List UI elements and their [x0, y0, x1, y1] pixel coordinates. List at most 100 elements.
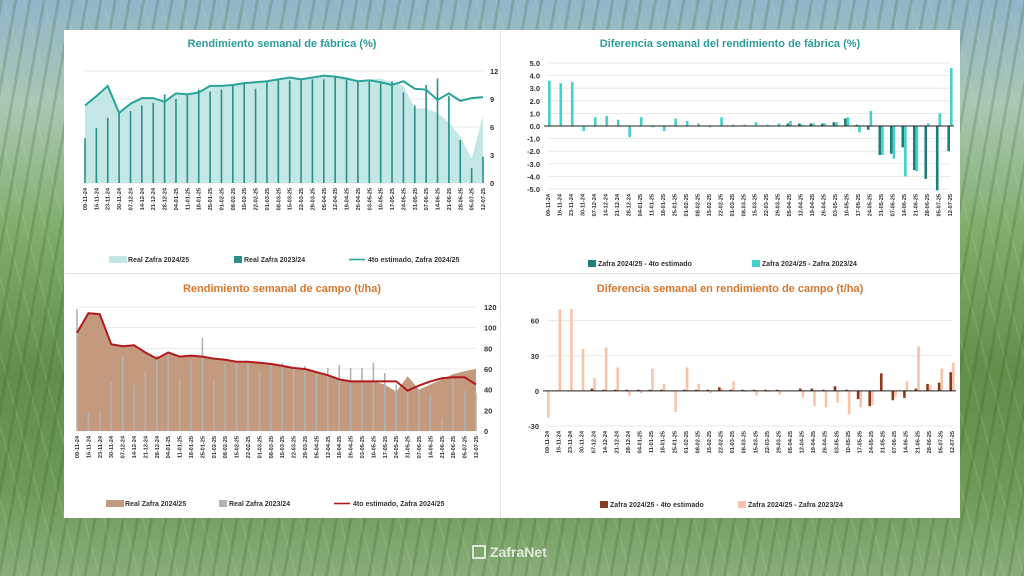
x-tick-label: 21-06-25: [440, 436, 446, 458]
x-tick-label: 01-03-25: [730, 431, 736, 453]
bar: [717, 387, 721, 391]
x-tick-label: 17-05-25: [390, 188, 396, 210]
bar: [832, 122, 836, 126]
x-tick-label: 03-05-25: [367, 188, 373, 210]
bar: [938, 113, 942, 126]
x-tick-label: 22-03-25: [764, 194, 770, 216]
y-tick-label: 6: [490, 123, 494, 132]
x-tick-label: 28-06-25: [458, 188, 464, 210]
bar: [935, 126, 939, 191]
bar: [247, 361, 249, 431]
x-tick-label: 21-12-24: [615, 193, 621, 216]
bar: [338, 364, 340, 431]
y-tick-label: 0: [535, 387, 539, 396]
bar: [859, 390, 863, 408]
x-tick-label: 21-06-25: [914, 194, 920, 216]
bar: [436, 78, 439, 183]
x-tick-label: 30-11-24: [117, 187, 123, 210]
x-tick-label: 22-02-25: [246, 436, 252, 458]
bar: [741, 389, 744, 391]
legend-swatch: [219, 500, 227, 507]
x-tick-label: 03-05-25: [833, 194, 839, 216]
y-tick-label: 1.0: [530, 109, 540, 118]
x-tick-label: 05-04-25: [788, 431, 794, 453]
y-tick-label: -30: [528, 422, 539, 431]
x-tick-label: 19-04-25: [810, 194, 816, 216]
bar: [232, 85, 234, 183]
x-tick-label: 14-06-25: [428, 436, 434, 458]
bar: [867, 126, 870, 130]
y-tick-label: 100: [484, 324, 497, 333]
bar: [190, 360, 192, 431]
x-tick-label: 09-11-24: [75, 435, 81, 458]
bar: [674, 118, 677, 126]
bar: [201, 338, 204, 431]
bar: [186, 94, 189, 183]
legend-swatch: [106, 500, 124, 507]
y-tick-label: 0: [484, 427, 488, 436]
bar: [856, 390, 860, 400]
x-tick-label: 01-03-25: [265, 188, 271, 210]
x-tick-label: 11-01-25: [185, 188, 191, 210]
x-tick-label: 15-02-25: [707, 431, 713, 453]
bar: [590, 388, 594, 391]
bar: [812, 123, 815, 126]
x-tick-label: 04-01-25: [166, 436, 172, 458]
bar: [950, 68, 953, 126]
area-series: [77, 313, 476, 431]
x-tick-label: 04-01-25: [174, 188, 180, 210]
bar: [315, 374, 318, 431]
x-tick-label: 23-11-24: [569, 193, 575, 216]
bar: [604, 347, 608, 391]
x-tick-label: 26-04-25: [823, 431, 829, 453]
x-tick-label: 30-11-24: [109, 435, 115, 458]
x-tick-label: 28-12-24: [155, 435, 161, 458]
x-tick-label: 29-03-25: [303, 436, 309, 458]
y-tick-label: 20: [484, 406, 492, 415]
x-tick-label: 15-03-25: [280, 436, 286, 458]
x-tick-label: 28-12-24: [626, 193, 632, 216]
bar: [651, 126, 654, 128]
bar: [845, 389, 848, 391]
y-tick-label: -2.0: [527, 147, 540, 156]
bar: [822, 389, 825, 391]
chart-factory-yield-difference: Diferencia semanal del rendimiento de fá…: [527, 38, 954, 268]
x-tick-label: 26-04-25: [356, 188, 362, 210]
bar: [662, 126, 666, 132]
bar: [809, 123, 813, 126]
bar: [754, 122, 758, 126]
bar: [871, 390, 874, 405]
bar: [813, 390, 816, 407]
x-tick-label: 03-05-25: [360, 436, 366, 458]
x-tick-label: 29-03-25: [776, 431, 782, 453]
x-tick-label: 05-07-25: [938, 431, 944, 453]
x-tick-label: 24-05-25: [868, 194, 874, 216]
bar: [708, 126, 712, 128]
x-tick-label: 22-02-25: [718, 194, 724, 216]
bar: [616, 367, 620, 391]
x-tick-label: 01-02-25: [684, 431, 690, 453]
legend-label: Real Zafra 2023/24: [229, 501, 290, 508]
bar: [548, 80, 551, 126]
x-tick-label: 09-11-24: [545, 430, 551, 453]
bar: [459, 140, 462, 183]
bar: [406, 391, 409, 431]
bar: [952, 362, 955, 391]
legend-label: Real Zafra 2024/25: [125, 501, 186, 508]
bar: [413, 105, 416, 183]
bar: [798, 123, 801, 126]
x-tick-label: 12-07-25: [481, 188, 487, 210]
bar: [266, 82, 268, 183]
bar: [777, 123, 781, 126]
chart-title: Rendimiento semanal de campo (t/ha): [183, 283, 381, 295]
x-tick-label: 12-07-25: [948, 194, 954, 216]
x-tick-label: 14-12-24: [140, 187, 146, 210]
y-tick-label: 60: [531, 317, 539, 326]
bar: [636, 389, 640, 391]
bar: [118, 113, 120, 183]
bar: [937, 382, 941, 391]
x-tick-label: 22-02-25: [254, 188, 260, 210]
bar: [697, 123, 700, 126]
bar: [570, 309, 573, 391]
x-tick-label: 21-12-24: [151, 187, 157, 210]
